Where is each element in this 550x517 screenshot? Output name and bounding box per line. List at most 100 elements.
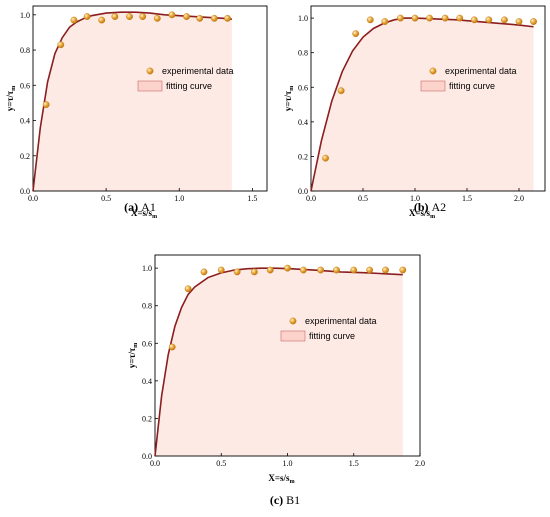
legend-label-experimental: experimental data xyxy=(445,66,517,76)
legend-curve-swatch xyxy=(420,80,446,92)
experimental-data-point xyxy=(266,266,274,274)
experimental-data-point xyxy=(399,266,407,274)
panel-caption: (c) B1 xyxy=(270,493,300,507)
x-axis-label: X=s/sm xyxy=(268,473,294,485)
experimental-data-point xyxy=(168,343,176,351)
experimental-data-point xyxy=(470,16,478,24)
fitting-curve-line xyxy=(32,11,232,192)
x-tick-label: 2.0 xyxy=(514,194,524,203)
x-tick-label: 0.5 xyxy=(358,194,368,203)
experimental-data-point xyxy=(224,14,231,22)
y-tick-label: 0.2 xyxy=(298,152,308,161)
experimental-data-point xyxy=(441,14,449,22)
y-tick-label: 1.0 xyxy=(20,11,30,20)
experimental-data-point xyxy=(70,16,78,24)
x-tick-label: 0.0 xyxy=(306,194,316,203)
y-axis-label: y=τ/τm xyxy=(283,86,295,111)
y-tick-label: 0.0 xyxy=(20,187,30,196)
experimental-data-point xyxy=(299,266,307,274)
legend-label-experimental: experimental data xyxy=(162,66,234,76)
x-axis-label: X=s/sm xyxy=(131,208,157,220)
fitting-curve-line xyxy=(310,17,534,192)
experimental-data-point xyxy=(382,266,389,274)
experimental-data-point xyxy=(350,266,358,274)
y-tick-label: 0.8 xyxy=(20,46,30,55)
y-axis-label: y=τ/τm xyxy=(127,343,139,368)
experimental-data-point xyxy=(322,154,329,162)
x-tick-label: 0.5 xyxy=(216,459,226,468)
experimental-data-point xyxy=(250,268,258,276)
experimental-data-point xyxy=(501,16,508,24)
experimental-data-point xyxy=(98,16,106,24)
experimental-data-point xyxy=(411,14,419,22)
experimental-data-point xyxy=(366,266,374,274)
chart-panel-a2: 0.0 0.5 1.0 1.5 2.0 0.0 0.2 0.4 0.6 0.8 1.0 X=s/sm y… xyxy=(283,5,546,220)
legend-label-fitting: fitting curve xyxy=(166,81,212,91)
experimental-data-point xyxy=(366,16,374,24)
experimental-data-point xyxy=(184,285,192,293)
y-tick-label: 0.4 xyxy=(298,118,308,127)
y-tick-label: 1.0 xyxy=(298,14,308,23)
fit-area-shade xyxy=(155,268,403,456)
experimental-data-point xyxy=(196,14,204,22)
experimental-data-point xyxy=(210,14,218,22)
y-tick-label: 0.8 xyxy=(142,302,152,311)
y-axis-label: y=τ/τm xyxy=(5,86,17,111)
x-tick-label: 0.5 xyxy=(101,194,111,203)
plot-frame xyxy=(32,5,268,192)
chart-panel-a1: 0.0 0.5 1.0 1.5 0.0 0.2 0.4 0.6 0.8 1.0 X=s/sm y=τ/… xyxy=(5,5,268,220)
x-tick-label: 2.0 xyxy=(415,459,425,468)
experimental-data-point xyxy=(397,14,404,22)
x-tick-label: 0.0 xyxy=(28,194,38,203)
chart-panel-b1: 0.0 0.5 1.0 1.5 2.0 0.0 0.2 0.4 0.6 0.8 1.0 X=s/sm y… xyxy=(127,254,425,507)
experimental-data-point xyxy=(515,18,523,25)
experimental-data-point xyxy=(333,266,340,274)
experimental-data-point xyxy=(337,87,345,95)
experimental-data-point xyxy=(200,268,208,276)
y-tick-label: 0.6 xyxy=(142,339,152,348)
legend-point-swatch xyxy=(429,67,437,75)
experimental-data-point xyxy=(456,14,464,22)
experimental-data-point xyxy=(352,30,360,38)
y-tick-label: 0.4 xyxy=(142,377,152,386)
experimental-data-point xyxy=(183,13,190,20)
experimental-data-point xyxy=(57,41,65,49)
y-tick-label: 0.2 xyxy=(20,152,30,161)
experimental-data-point xyxy=(42,101,50,109)
experimental-data-point xyxy=(153,14,161,22)
experimental-data-point xyxy=(284,264,291,272)
legend: experimental data fitting curve xyxy=(420,66,517,92)
legend-label-fitting: fitting curve xyxy=(449,81,495,91)
experimental-data-point xyxy=(111,13,119,20)
legend-label-experimental: experimental data xyxy=(305,316,377,326)
fit-area-shade xyxy=(311,18,534,192)
fit-area-shade xyxy=(33,12,232,191)
experimental-data-point xyxy=(217,266,225,274)
experimental-data-point xyxy=(168,11,176,19)
y-tick-label: 1.0 xyxy=(142,264,152,273)
y-tick-label: 0.4 xyxy=(20,117,30,126)
experimental-data-point xyxy=(139,13,147,20)
panel-caption: (a) A1 xyxy=(124,200,156,214)
legend: experimental data fitting curve xyxy=(280,316,377,342)
y-tick-label: 0.8 xyxy=(298,49,308,58)
experimental-data-point xyxy=(426,14,433,22)
y-tick-label: 0.6 xyxy=(298,83,308,92)
x-axis-label: X=s/sm xyxy=(409,208,435,220)
legend-point-swatch xyxy=(146,67,154,75)
x-tick-label: 1.5 xyxy=(462,194,472,203)
experimental-data-point xyxy=(381,18,389,25)
experimental-data-point xyxy=(83,13,91,20)
experimental-data-point xyxy=(485,16,493,24)
legend-point-swatch xyxy=(289,317,297,325)
x-tick-label: 0.0 xyxy=(150,459,160,468)
y-tick-label: 0.6 xyxy=(20,81,30,90)
legend-curve-swatch xyxy=(137,80,163,92)
plot-frame xyxy=(310,5,546,192)
legend: experimental data fitting curve xyxy=(137,66,234,92)
experimental-data-point xyxy=(530,18,537,25)
x-tick-label: 1.5 xyxy=(349,459,359,468)
experimental-data-point xyxy=(233,268,241,276)
